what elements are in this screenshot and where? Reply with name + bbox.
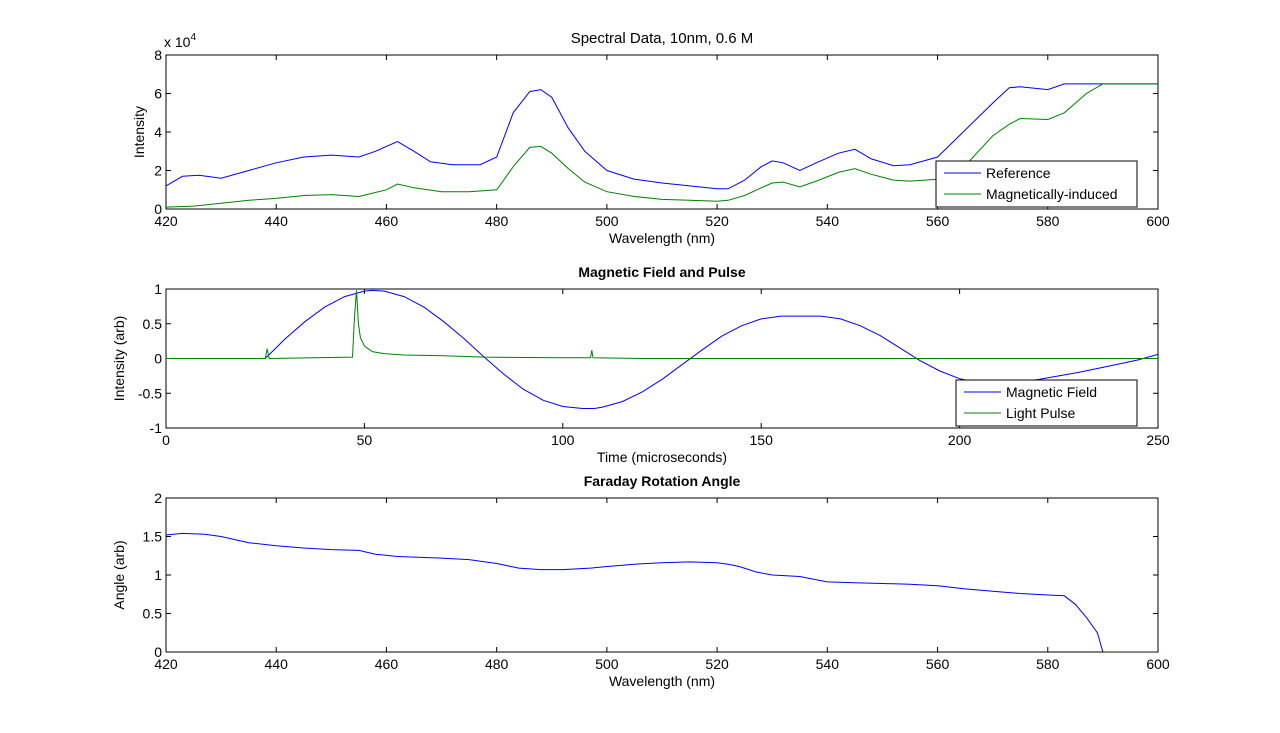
series-line-angle [166, 532, 1158, 652]
x-axis-label: Wavelength (nm) [609, 230, 715, 246]
x-tick-label: 420 [154, 213, 178, 229]
x-tick-label: 520 [705, 213, 729, 229]
legend-box [955, 379, 1138, 427]
y-tick-label: 2 [154, 490, 162, 506]
x-tick-label: 480 [485, 213, 509, 229]
y-axis-label: Angle (arb) [111, 540, 127, 609]
y-tick-label: -0.5 [138, 385, 162, 401]
x-tick-label: 580 [1036, 213, 1060, 229]
legend-entry-magnetic-field: Magnetic Field [1006, 384, 1097, 400]
legend-box [935, 160, 1138, 208]
legend: Reference Magnetically-induced [935, 160, 1138, 208]
y-tick-label: 0 [154, 201, 162, 217]
x-tick-label: 440 [265, 656, 289, 672]
legend-entry-magnetically-induced: Magnetically-induced [986, 186, 1118, 202]
x-tick-label: 480 [485, 656, 509, 672]
y-tick-label: 2 [154, 163, 162, 179]
x-tick-label: 560 [926, 656, 950, 672]
y-axis-label: Intensity [131, 106, 147, 158]
chart-title: Spectral Data, 10nm, 0.6 M [571, 30, 754, 47]
legend: Magnetic Field Light Pulse [955, 379, 1138, 427]
x-tick-label: 500 [595, 213, 619, 229]
y-tick-label: 1 [154, 567, 162, 583]
chart-title: Faraday Rotation Angle [584, 473, 741, 489]
x-tick-label: 50 [357, 432, 373, 448]
legend-entry-light-pulse: Light Pulse [1006, 405, 1075, 421]
legend-entry-reference: Reference [986, 165, 1051, 181]
x-tick-label: 560 [926, 213, 950, 229]
y-axis-label: Intensity (arb) [111, 316, 127, 402]
x-tick-label: 500 [595, 656, 619, 672]
y-exponent-power: 4 [190, 32, 196, 43]
chart-title: Magnetic Field and Pulse [578, 264, 745, 280]
y-tick-label: 0 [154, 644, 162, 660]
y-tick-label: 1 [154, 281, 162, 297]
y-tick-label: 6 [154, 86, 162, 102]
series-line-reference [166, 83, 1158, 190]
x-tick-label: 420 [154, 656, 178, 672]
series-line-magnetically-induced [166, 83, 1158, 208]
x-tick-label: 250 [1146, 432, 1170, 448]
spectral-data-panel: 420 440 460 480 500 520 540 560 580 600 0 2 4 6 8x 104… [131, 30, 1170, 246]
x-tick-label: 580 [1036, 656, 1060, 672]
x-tick-label: 200 [948, 432, 972, 448]
x-tick-label: 460 [375, 656, 399, 672]
y-tick-label: 0 [154, 351, 162, 367]
x-axis-label: Time (microseconds) [597, 449, 727, 465]
x-tick-label: 540 [816, 213, 840, 229]
x-tick-label: 440 [265, 213, 289, 229]
x-tick-label: 150 [750, 432, 774, 448]
y-tick-label: 8 [154, 47, 162, 63]
magnetic-field-panel: 0 50 100 150 200 250 -1 -0.5 0 0.5 1 Magnetic Field… [111, 264, 1170, 465]
x-tick-label: 520 [705, 656, 729, 672]
x-tick-label: 540 [816, 656, 840, 672]
y-tick-label: 0.5 [143, 606, 163, 622]
y-tick-label: 0.5 [143, 316, 163, 332]
x-tick-label: 600 [1146, 213, 1170, 229]
faraday-rotation-panel: 420 440 460 480 500 520 540 560 580 600 0 0.5 1 1.5 2 F… [111, 473, 1170, 689]
x-tick-label: 100 [551, 432, 575, 448]
x-tick-label: 460 [375, 213, 399, 229]
x-tick-label: 600 [1146, 656, 1170, 672]
x-axis-label: Wavelength (nm) [609, 673, 715, 689]
x-tick-label: 0 [162, 432, 170, 448]
y-tick-label: -1 [150, 420, 163, 436]
plot-area [165, 497, 1159, 653]
y-exponent-label: x 104 [164, 32, 196, 50]
y-tick-label: 1.5 [143, 529, 163, 545]
series-line-light-pulse [166, 290, 1158, 360]
y-tick-label: 4 [154, 124, 162, 140]
